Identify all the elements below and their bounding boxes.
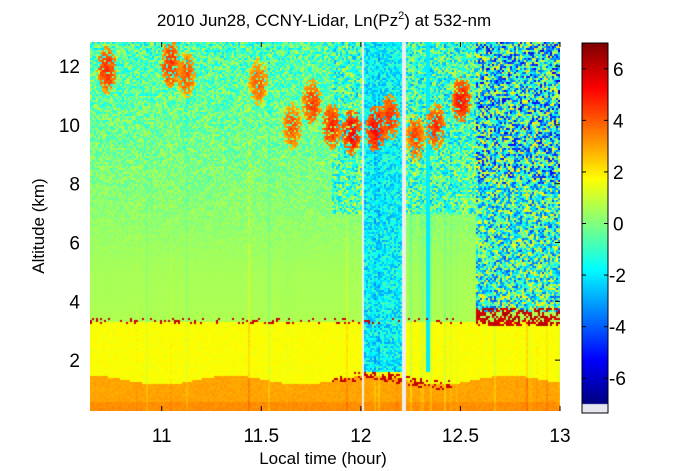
colorbar-tick-label: -2 (609, 266, 626, 287)
y-tick-label: 4 (69, 292, 80, 313)
colorbar-frame (581, 42, 609, 414)
y-axis-label: Altitude (km) (29, 178, 48, 273)
y-axis: 2 4 6 8 10 12 (59, 57, 560, 372)
colorbar-tick-label: -4 (609, 318, 626, 339)
y-tick-label: 2 (69, 351, 80, 372)
x-tick-label: 13 (549, 426, 570, 447)
y-tick-label: 12 (59, 57, 80, 78)
x-tick-label: 12 (350, 426, 371, 447)
lidar-heatmap (90, 42, 560, 411)
colorbar-axis: -6 -4 -2 0 2 4 6 (582, 60, 626, 390)
colorbar-tick-label: 2 (613, 163, 624, 184)
y-tick-label: 8 (69, 175, 80, 196)
y-tick-label: 10 (59, 116, 80, 137)
x-tick-label: 11.5 (243, 426, 279, 447)
colorbar-tick-label: 0 (613, 215, 624, 236)
colorbar-tick-label: 6 (613, 60, 624, 81)
x-axis: 11 11.5 12 12.5 13 (152, 42, 571, 447)
colorbar-tick-label: 4 (613, 111, 624, 132)
x-axis-label: Local time (hour) (259, 449, 387, 468)
y-tick-label: 6 (69, 234, 80, 255)
colorbar-tick-label: -6 (609, 369, 626, 390)
chart-title: 2010 Jun28, CCNY-Lidar, Ln(Pz2) at 532-n… (157, 10, 491, 30)
colorbar-gradient (582, 43, 608, 413)
x-tick-label: 11 (152, 426, 172, 447)
x-tick-label: 12.5 (442, 426, 479, 447)
